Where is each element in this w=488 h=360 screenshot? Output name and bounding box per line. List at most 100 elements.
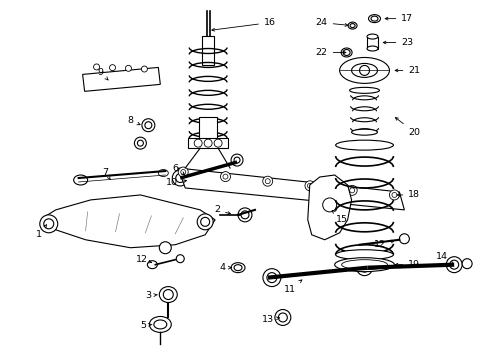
Ellipse shape bbox=[356, 260, 372, 276]
Text: 17: 17 bbox=[385, 14, 412, 23]
Ellipse shape bbox=[163, 289, 173, 300]
Ellipse shape bbox=[44, 219, 54, 229]
Ellipse shape bbox=[322, 198, 336, 212]
Ellipse shape bbox=[278, 313, 287, 322]
Ellipse shape bbox=[214, 139, 222, 147]
Ellipse shape bbox=[339, 58, 388, 84]
Ellipse shape bbox=[307, 183, 312, 188]
Polygon shape bbox=[42, 195, 215, 248]
Ellipse shape bbox=[274, 310, 290, 325]
Bar bbox=[366, 37, 377, 49]
Ellipse shape bbox=[349, 24, 354, 28]
Ellipse shape bbox=[359, 66, 369, 75]
Text: 11: 11 bbox=[283, 280, 301, 294]
Ellipse shape bbox=[399, 234, 408, 244]
Ellipse shape bbox=[341, 48, 351, 57]
Ellipse shape bbox=[230, 263, 244, 273]
Ellipse shape bbox=[349, 188, 354, 193]
Ellipse shape bbox=[200, 217, 209, 226]
Ellipse shape bbox=[334, 258, 394, 272]
Text: 12: 12 bbox=[373, 240, 393, 249]
Ellipse shape bbox=[446, 257, 461, 273]
Ellipse shape bbox=[223, 174, 227, 179]
Ellipse shape bbox=[159, 242, 171, 254]
Ellipse shape bbox=[134, 137, 146, 149]
Ellipse shape bbox=[144, 122, 152, 129]
Ellipse shape bbox=[263, 269, 280, 287]
Ellipse shape bbox=[159, 287, 177, 302]
Text: 21: 21 bbox=[394, 66, 420, 75]
Ellipse shape bbox=[220, 172, 230, 181]
Text: 23: 23 bbox=[383, 38, 412, 47]
Ellipse shape bbox=[175, 174, 184, 183]
Ellipse shape bbox=[305, 181, 314, 191]
Ellipse shape bbox=[359, 263, 368, 272]
Ellipse shape bbox=[147, 261, 157, 269]
Ellipse shape bbox=[141, 66, 147, 72]
Text: 18: 18 bbox=[396, 190, 420, 199]
Text: 16: 16 bbox=[211, 18, 275, 31]
Text: 7: 7 bbox=[102, 167, 110, 180]
Ellipse shape bbox=[172, 170, 188, 186]
Ellipse shape bbox=[391, 193, 396, 197]
Ellipse shape bbox=[346, 185, 356, 195]
Text: 10: 10 bbox=[166, 179, 186, 188]
Ellipse shape bbox=[368, 15, 380, 23]
Ellipse shape bbox=[266, 273, 276, 283]
Text: 12: 12 bbox=[136, 255, 151, 264]
Ellipse shape bbox=[181, 170, 185, 175]
Ellipse shape bbox=[149, 316, 171, 332]
Ellipse shape bbox=[194, 139, 202, 147]
Text: 24: 24 bbox=[315, 18, 347, 27]
Ellipse shape bbox=[234, 265, 242, 271]
Text: 2: 2 bbox=[214, 206, 230, 215]
Ellipse shape bbox=[262, 176, 272, 186]
Bar bbox=[199, 117, 217, 139]
Text: 14: 14 bbox=[435, 252, 453, 264]
Ellipse shape bbox=[351, 129, 377, 135]
Ellipse shape bbox=[343, 50, 349, 55]
Ellipse shape bbox=[158, 170, 168, 176]
Ellipse shape bbox=[335, 250, 393, 260]
Text: 8: 8 bbox=[127, 116, 140, 125]
Text: 13: 13 bbox=[261, 315, 279, 324]
Ellipse shape bbox=[241, 211, 248, 219]
Ellipse shape bbox=[366, 46, 377, 51]
Text: 3: 3 bbox=[145, 291, 157, 300]
Ellipse shape bbox=[74, 175, 87, 185]
Bar bbox=[202, 36, 214, 66]
Ellipse shape bbox=[347, 22, 356, 29]
Ellipse shape bbox=[137, 140, 143, 146]
Polygon shape bbox=[178, 168, 404, 210]
Ellipse shape bbox=[125, 66, 131, 71]
Ellipse shape bbox=[449, 260, 458, 269]
Ellipse shape bbox=[197, 214, 213, 230]
Ellipse shape bbox=[109, 65, 115, 71]
Ellipse shape bbox=[230, 154, 243, 166]
Ellipse shape bbox=[40, 215, 58, 233]
Text: 19: 19 bbox=[394, 260, 420, 269]
Ellipse shape bbox=[461, 259, 471, 269]
Ellipse shape bbox=[335, 140, 393, 150]
Text: 20: 20 bbox=[395, 117, 420, 137]
Ellipse shape bbox=[366, 34, 377, 39]
Text: 15: 15 bbox=[331, 210, 347, 224]
Ellipse shape bbox=[176, 255, 184, 263]
Polygon shape bbox=[82, 67, 160, 91]
Ellipse shape bbox=[142, 119, 155, 132]
Text: 4: 4 bbox=[219, 263, 231, 272]
Ellipse shape bbox=[370, 16, 377, 21]
Ellipse shape bbox=[349, 87, 379, 93]
Ellipse shape bbox=[388, 190, 399, 200]
Text: 9: 9 bbox=[98, 68, 108, 80]
Ellipse shape bbox=[154, 320, 166, 329]
Polygon shape bbox=[188, 138, 227, 148]
Ellipse shape bbox=[264, 179, 270, 184]
Ellipse shape bbox=[238, 208, 251, 222]
Ellipse shape bbox=[178, 167, 188, 177]
Text: 1: 1 bbox=[36, 225, 46, 239]
Ellipse shape bbox=[351, 63, 377, 77]
Ellipse shape bbox=[203, 139, 212, 147]
Text: 5: 5 bbox=[140, 321, 152, 330]
Ellipse shape bbox=[93, 64, 100, 70]
